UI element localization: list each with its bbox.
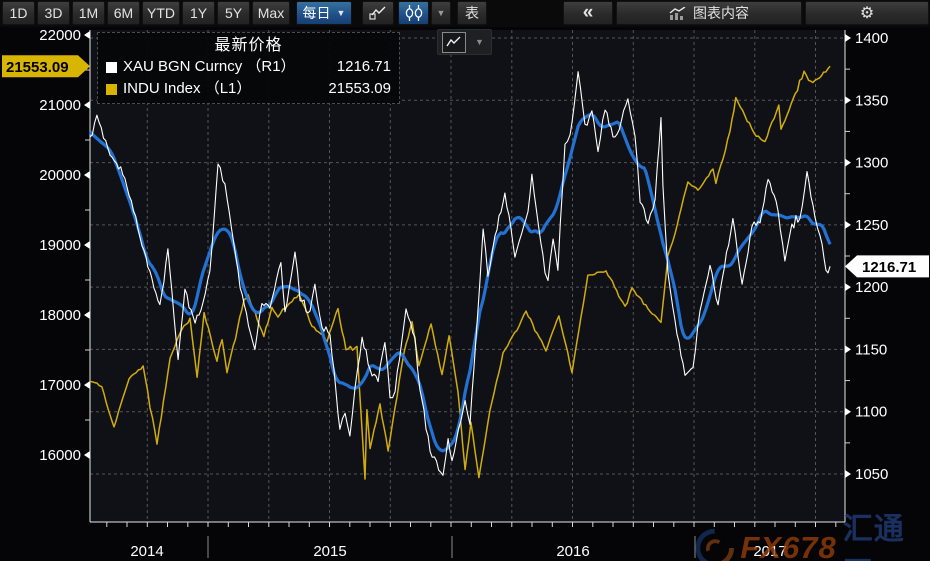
chevron-down-icon: ▼ (436, 8, 446, 18)
chevron-down-icon: ▼ (336, 8, 346, 18)
table-view-button[interactable]: 表 (457, 1, 487, 25)
collapse-panel-button[interactable]: « (563, 1, 613, 25)
xau-series-name: XAU BGN Curncy （R1） (123, 58, 296, 75)
right-axis-tick-label: 1400 (855, 30, 888, 47)
xau-series-value: 1216.71 (336, 58, 391, 75)
legend-title: 最新价格 (214, 37, 283, 54)
left-axis (84, 31, 90, 459)
period-button-3d[interactable]: 3D (37, 1, 70, 25)
x-axis (106, 522, 837, 558)
left-axis-tick-label: 20000 (39, 167, 81, 184)
line-chart-icon (369, 6, 386, 20)
indu-series-name: INDU Index （L1） (123, 80, 252, 97)
double-chevron-left-icon: « (582, 2, 594, 23)
left-axis-tick-label: 21000 (39, 97, 81, 114)
right-axis-tick-label: 1150 (855, 341, 887, 358)
x-axis-year-label: 2017 (753, 543, 786, 560)
axis-frame (89, 30, 846, 523)
gear-icon: ⚙ (859, 5, 875, 22)
period-button-max[interactable]: Max (252, 1, 290, 25)
legend-box: 最新价格 XAU BGN Curncy （R1） 1216.71 INDU In… (97, 32, 400, 104)
right-axis-tick-label: 1200 (855, 279, 888, 296)
right-axis-tick-label: 1050 (855, 466, 888, 483)
period-button-5y[interactable]: 5Y (217, 1, 250, 25)
x-axis-year-label: 2016 (556, 543, 589, 560)
svg-text:21553.09: 21553.09 (6, 59, 69, 76)
indu-series-swatch (106, 83, 117, 95)
period-button-ytd[interactable]: YTD (142, 1, 180, 25)
toolbar: 1D 3D 1M 6M YTD 1Y 5Y Max 每日 ▼ ▼ (0, 0, 930, 27)
left-axis-tick-label: 18000 (39, 307, 81, 324)
indu-series-line (89, 65, 831, 480)
legend-row-xau[interactable]: XAU BGN Curncy （R1） 1216.71 (106, 56, 391, 78)
period-button-6m[interactable]: 6M (107, 1, 140, 25)
indu-last-price-badge (2, 55, 90, 78)
candlestick-type-button[interactable] (398, 1, 429, 25)
xau-last-price-badge (845, 255, 929, 278)
plot-background (90, 30, 845, 522)
right-axis-tick-label: 1250 (855, 217, 888, 234)
legend-row-indu[interactable]: INDU Index （L1） 21553.09 (106, 78, 391, 100)
chevron-down-icon: ▼ (475, 37, 484, 47)
left-axis-tick-label: 22000 (39, 27, 81, 44)
chart-type-dropdown[interactable]: ▼ (431, 1, 451, 25)
period-button-1m[interactable]: 1M (72, 1, 105, 25)
period-button-1d[interactable]: 1D (2, 1, 35, 25)
right-axis-tick-label: 1300 (855, 155, 888, 172)
line-chart-thumb-icon (442, 31, 466, 53)
chart-content-icon (669, 6, 686, 20)
left-axis-tick-label: 17000 (39, 377, 81, 394)
xau-series-line (89, 71, 831, 476)
candlestick-icon (405, 5, 422, 21)
left-axis-tick-label: 16000 (39, 447, 81, 464)
svg-text:1216.71: 1216.71 (862, 259, 916, 276)
chart-type-widget[interactable]: ▼ (437, 29, 492, 55)
frequency-dropdown[interactable]: 每日 ▼ (296, 1, 352, 25)
settings-button[interactable]: ⚙ (805, 1, 929, 25)
line-chart-type-button[interactable] (362, 1, 394, 25)
x-axis-year-label: 2015 (313, 543, 346, 560)
period-button-1y[interactable]: 1Y (182, 1, 215, 25)
x-axis-year-label: 2014 (130, 543, 163, 560)
right-axis (845, 34, 851, 478)
xau-series-swatch (106, 61, 117, 73)
indu-series-value: 21553.09 (328, 80, 391, 97)
chart-content-button[interactable]: 图表内容 (616, 1, 802, 25)
right-axis-tick-label: 1100 (855, 404, 887, 421)
xau-series-smooth-line (88, 113, 832, 453)
left-axis-tick-label: 19000 (39, 237, 81, 254)
right-axis-tick-label: 1350 (855, 92, 888, 109)
